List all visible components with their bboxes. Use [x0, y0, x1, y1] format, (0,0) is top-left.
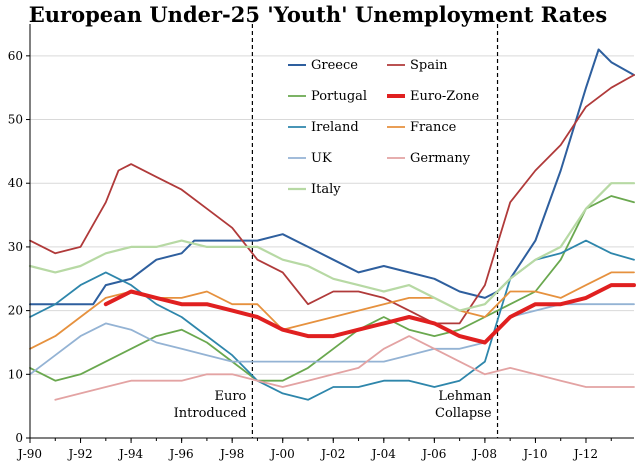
x-tick-label: J-04: [370, 447, 397, 461]
legend-label-germany: Germany: [410, 151, 471, 166]
annotation-label: Collapse: [435, 406, 492, 421]
annotation-label: Introduced: [174, 406, 247, 421]
annotation-label: Euro: [214, 389, 246, 404]
series-lines: [28, 48, 636, 401]
y-tick-label: 60: [8, 49, 23, 63]
x-tick-label: J-02: [319, 447, 345, 461]
x-tick-label: J-06: [420, 447, 446, 461]
series-line-germany: [54, 335, 635, 401]
x-tick-label: J-96: [168, 447, 194, 461]
series-line-italy: [28, 182, 636, 312]
x-tick-label: J-94: [117, 447, 144, 461]
x-tick-label: J-12: [572, 447, 598, 461]
series-line-greece: [29, 48, 635, 306]
annotation-label: Lehman: [438, 389, 492, 404]
y-tick-label: 20: [8, 304, 23, 318]
x-tick-label: J-98: [218, 447, 244, 461]
legend-label-spain: Spain: [410, 58, 448, 73]
y-tick-label: 0: [15, 431, 23, 445]
legend-label-italy: Italy: [311, 182, 341, 197]
legend-label-euro-zone: Euro-Zone: [410, 89, 480, 104]
y-tick-label: 30: [8, 240, 23, 254]
x-tick-label: J-10: [521, 447, 547, 461]
legend-label-uk: UK: [311, 151, 332, 166]
chart-title: European Under-25 'Youth' Unemployment R…: [29, 2, 607, 27]
x-tick-label: J-90: [16, 447, 42, 461]
legend: Greece Spain Portugal Euro-Zone Ireland Franc…: [288, 58, 480, 197]
legend-label-portugal: Portugal: [311, 89, 367, 104]
x-tick-label: J-92: [66, 447, 92, 461]
series-line-portugal: [29, 195, 635, 382]
event-lines: Euro Introduced Lehman Collapse: [174, 24, 499, 438]
legend-label-greece: Greece: [311, 58, 358, 73]
legend-label-ireland: Ireland: [311, 120, 359, 135]
y-tick-label: 40: [8, 176, 23, 190]
series-line-euro-zone: [103, 283, 636, 345]
legend-label-france: France: [410, 120, 457, 135]
series-line-uk: [29, 303, 635, 376]
x-tick-label: J-00: [269, 447, 295, 461]
x-tick-label: J-08: [471, 447, 497, 461]
y-tick-label: 10: [8, 367, 23, 381]
y-tick-label: 50: [8, 113, 23, 127]
series-line-spain: [29, 74, 635, 325]
axes: 0 10 20 30 40 50 60 J-90 J-92 J-94 J-96 J-98 J-00 J-0…: [8, 24, 634, 461]
